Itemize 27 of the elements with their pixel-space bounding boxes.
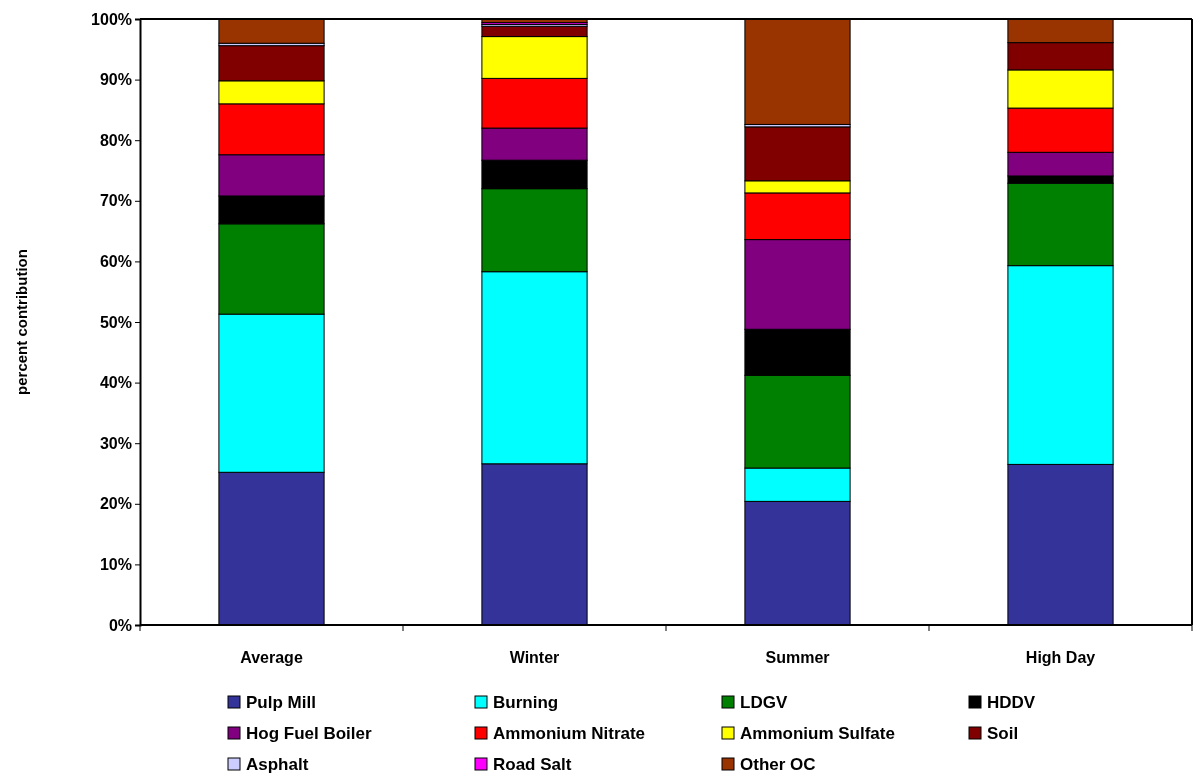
y-tick-label: 10% <box>99 556 132 574</box>
legend-label: Burning <box>493 693 559 712</box>
y-tick-label: 50% <box>99 313 132 331</box>
y-tick-label: 100% <box>91 10 132 28</box>
legend-label: Asphalt <box>246 755 309 774</box>
y-tick-label: 30% <box>99 434 132 452</box>
legend-label: Other OC <box>740 755 816 774</box>
legend-label: Pulp Mill <box>246 693 316 712</box>
x-tick-label: Average <box>240 649 303 666</box>
legend-label: Road Salt <box>493 755 572 774</box>
legend-label: LDGV <box>740 693 788 712</box>
y-tick-label: 70% <box>99 192 132 210</box>
x-tick-label: High Day <box>1025 649 1096 666</box>
y-tick-label: 0% <box>108 616 132 634</box>
legend-label: Soil <box>987 724 1019 743</box>
legend-label: HDDV <box>987 693 1036 712</box>
legend-label: Ammonium Nitrate <box>493 724 646 743</box>
y-tick-label: 80% <box>99 131 132 149</box>
y-tick-label: 60% <box>99 253 132 271</box>
x-tick-label: Summer <box>765 649 830 666</box>
legend-label: Hog Fuel Boiler <box>246 724 372 743</box>
legend-label: Ammonium Sulfate <box>740 724 895 743</box>
y-tick-label: 20% <box>99 495 132 513</box>
x-tick-label: Winter <box>509 649 560 666</box>
y-tick-label: 90% <box>99 71 132 89</box>
y-axis-title: percent contribution <box>13 249 30 395</box>
y-tick-label: 40% <box>99 374 132 392</box>
